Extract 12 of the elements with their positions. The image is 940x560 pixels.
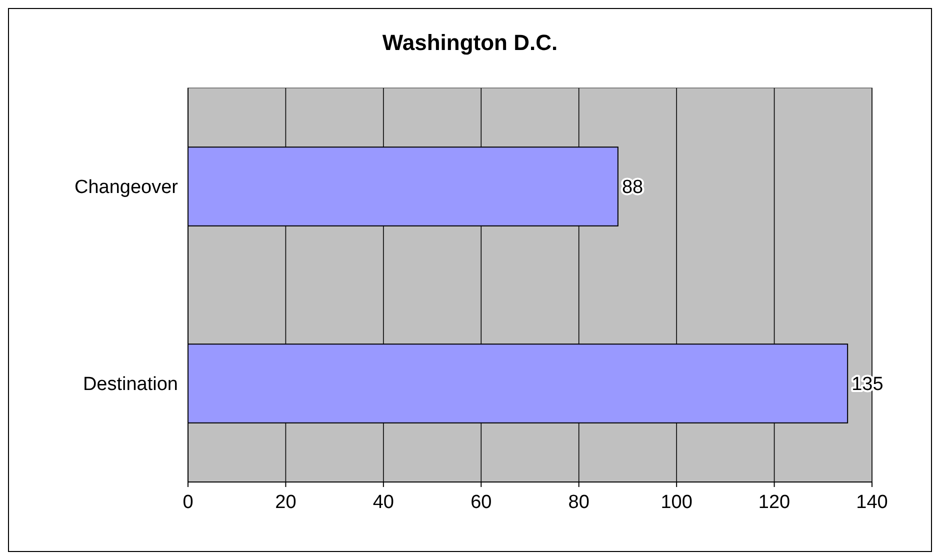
x-tick-label: 80: [568, 492, 590, 513]
x-tick-label: 20: [275, 492, 296, 513]
data-label: 88: [622, 177, 644, 198]
x-tick-label: 40: [372, 492, 394, 513]
x-tick-label: 60: [470, 492, 492, 513]
x-tick-label: 140: [856, 492, 888, 513]
x-tick-label: 100: [660, 492, 692, 513]
x-tick-label: 0: [182, 492, 194, 513]
chart-title: Washington D.C.: [382, 30, 558, 55]
y-tick-label: Destination: [82, 374, 178, 396]
y-tick-label: Changeover: [74, 177, 179, 198]
x-tick-label: 120: [758, 492, 790, 513]
